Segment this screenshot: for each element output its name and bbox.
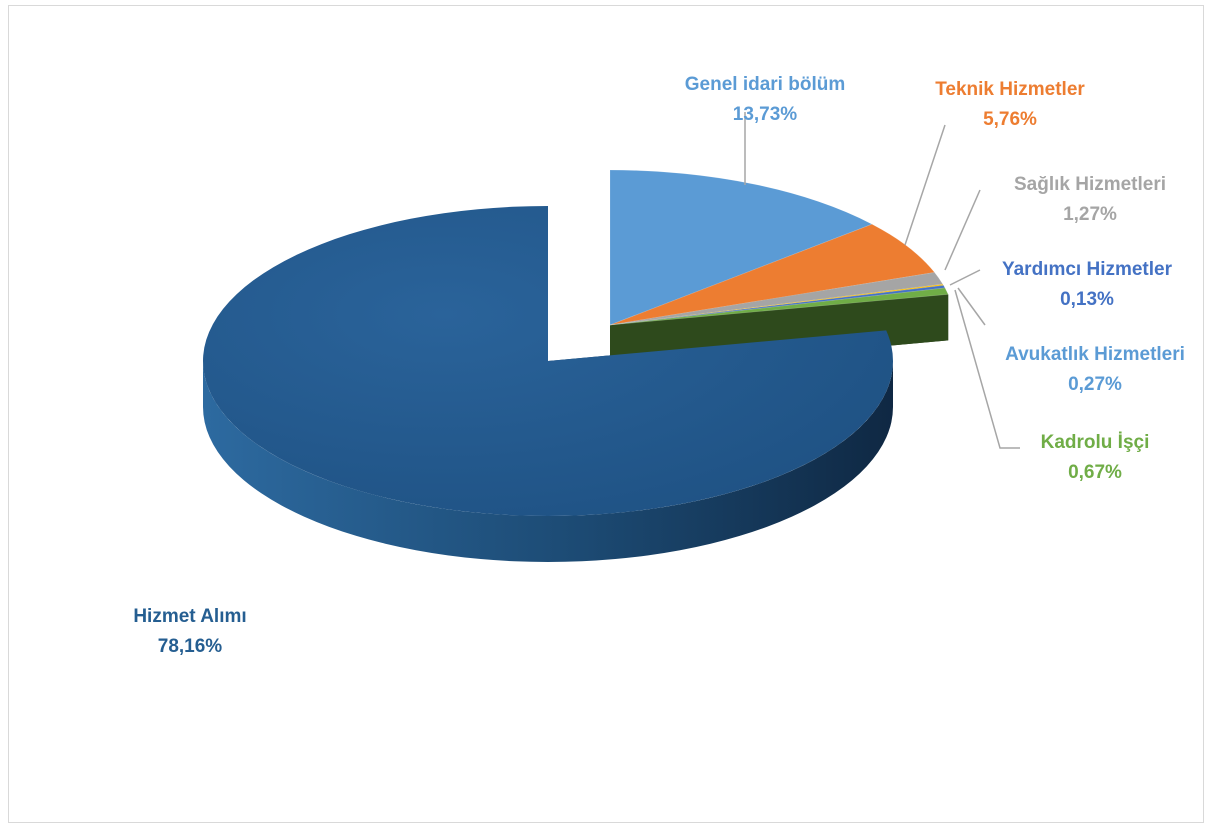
pie-side-hizmet-alimi	[203, 361, 893, 562]
leader-line-avukatlik-hizmetleri	[957, 287, 986, 326]
data-label-saglik-hizmetleri-name: Sağlık Hizmetleri	[1014, 174, 1166, 195]
pie-slice-genel-idari-bolum	[609, 169, 873, 326]
leader-line-yardimci-hizmetler	[949, 269, 981, 286]
data-label-kadrolu-i-sci-value: 0,67%	[1068, 462, 1122, 483]
data-label-saglik-hizmetleri-value: 1,27%	[1063, 204, 1117, 225]
data-labels: Genel idari bölüm 13,73% Teknik Hizmetler 5…	[133, 74, 1185, 657]
data-label-hizmet-alimi-name: Hizmet Alımı	[133, 606, 246, 627]
data-label-genel-idari-bolum-value: 13,73%	[733, 104, 798, 125]
leader-line-teknik-hizmetler	[904, 124, 946, 246]
data-label-hizmet-alimi-value: 78,16%	[158, 636, 223, 657]
data-label-teknik-hizmetler-name: Teknik Hizmetler	[935, 79, 1085, 100]
data-label-yardimci-hizmetler-name: Yardımcı Hizmetler	[1002, 259, 1173, 280]
data-label-teknik-hizmetler-value: 5,76%	[983, 109, 1037, 130]
pie-slice-yardimci-hizmetler	[609, 283, 945, 326]
leader-line-kadrolu-i-sci	[954, 289, 1020, 449]
pie-slice-avukatlik-hizmetleri	[609, 285, 946, 326]
data-label-kadrolu-i-sci-name: Kadrolu İşçi	[1041, 432, 1150, 453]
pie-slice-teknik-hizmetler	[609, 223, 936, 326]
pie-slice-kadrolu-i-sci	[609, 287, 949, 326]
data-label-avukatlik-hizmetleri-name: Avukatlık Hizmetleri	[1005, 344, 1185, 365]
leader-line-saglik-hizmetleri	[944, 189, 981, 271]
data-label-yardimci-hizmetler-value: 0,13%	[1060, 289, 1114, 310]
data-label-avukatlik-hizmetleri-value: 0,27%	[1068, 374, 1122, 395]
pie-tops	[202, 169, 949, 516]
pie-slice-saglik-hizmetleri	[609, 272, 944, 326]
pie-slice-hizmet-alimi	[202, 206, 894, 516]
data-label-genel-idari-bolum-name: Genel idari bölüm	[685, 74, 845, 95]
leader-lines	[744, 112, 1020, 449]
